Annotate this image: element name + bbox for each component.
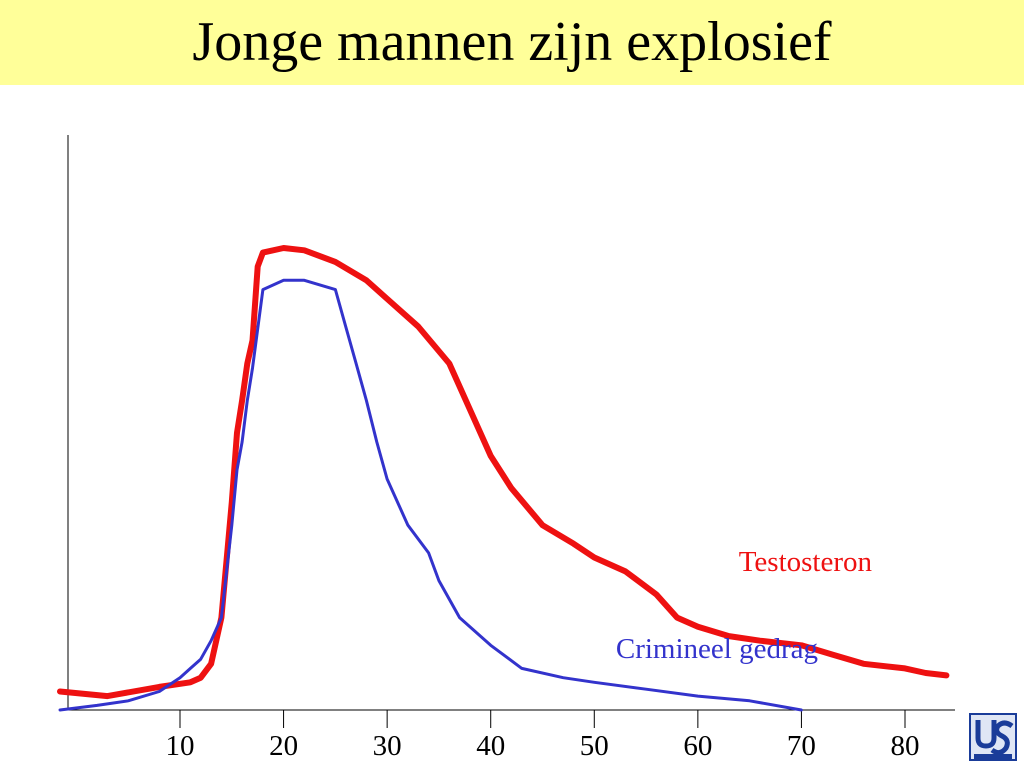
x-tick-label: 30 [373, 730, 402, 762]
x-tick-label: 10 [166, 730, 195, 762]
page-title: Jonge mannen zijn explosief [192, 11, 832, 73]
series-label-testosteron: Testosteron [739, 546, 873, 578]
x-tick-label: 80 [891, 730, 920, 762]
series-label-crimineel-gedrag: Crimineel gedrag [616, 633, 818, 665]
series-line-crimineel-gedrag [58, 278, 803, 712]
title-bar [0, 0, 1024, 85]
x-tick-label: 40 [476, 730, 505, 762]
series-layer [57, 245, 950, 712]
x-tick-label: 70 [787, 730, 816, 762]
x-tick-label: 60 [683, 730, 712, 762]
university-logo-icon [969, 713, 1017, 761]
x-tick-label: 20 [269, 730, 298, 762]
chart-axes [67, 135, 955, 711]
x-tick-label: 50 [580, 730, 609, 762]
series-line-testosteron [57, 245, 950, 700]
x-axis-ticks: 10 20 30 40 50 60 70 80 [166, 710, 920, 762]
